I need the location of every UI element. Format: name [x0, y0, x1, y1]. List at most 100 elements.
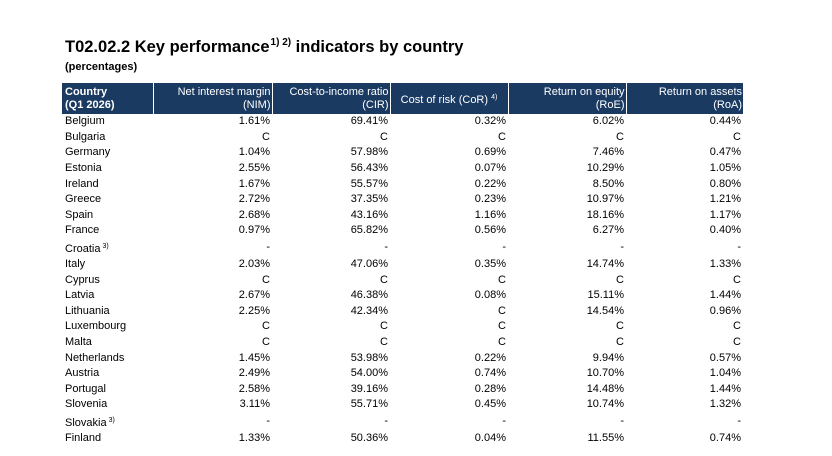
roe-cell: C: [616, 336, 624, 349]
cor-cell: 0.07%: [474, 162, 506, 175]
cor-cell: 0.22%: [474, 177, 506, 190]
table-row: Finland 1.33% 50.36% 0.04% 11.55% 0.74%: [62, 431, 743, 447]
cor-cell: C: [498, 304, 506, 317]
country-name: France: [65, 224, 100, 237]
table-header: Country (Q1 2026) Net interest margin (N…: [62, 83, 743, 114]
country-name: Austria: [65, 367, 100, 380]
cir-cell: -: [384, 415, 388, 428]
roe-cell: 15.11%: [587, 289, 625, 302]
nim-cell: 2.68%: [238, 208, 270, 221]
country-name: Luxembourg: [65, 320, 127, 333]
country-cell: Portugal: [62, 382, 153, 398]
country-cell: Greece: [62, 192, 153, 208]
roa-cell: -: [737, 415, 741, 428]
table-row: Cyprus C C C C C: [62, 272, 743, 288]
roa-cell: 1.44%: [709, 289, 741, 302]
country-name: Greece: [65, 193, 102, 206]
cir-header-line1: Cost-to-income ratio: [289, 85, 389, 98]
nim-cell: 2.03%: [238, 258, 270, 271]
nim-cell: 1.67%: [238, 177, 270, 190]
roe-cell: 10.70%: [586, 367, 624, 380]
country-cell: Malta: [62, 335, 153, 351]
table-row: Malta C C C C C: [62, 335, 743, 351]
cor-cell: C: [498, 273, 506, 286]
roa-cell: 1.05%: [709, 162, 741, 175]
country-name: Spain: [65, 208, 94, 221]
country-name: Croatia: [65, 242, 101, 255]
nim-cell: -: [266, 415, 270, 428]
roa-cell: 0.74%: [709, 431, 741, 444]
cir-cell: 55.71%: [350, 398, 388, 411]
nim-cell: 2.67%: [238, 289, 270, 302]
roa-cell: 1.17%: [709, 208, 741, 221]
country-name: Germany: [65, 146, 111, 159]
roe-cell: 7.46%: [592, 146, 624, 159]
table-row: France 0.97% 65.82% 0.56% 6.27% 0.40%: [62, 223, 743, 239]
country-cell: Ireland: [62, 176, 153, 192]
country-name: Lithuania: [65, 304, 110, 317]
roe-column-header: Return on equity (RoE): [507, 83, 626, 114]
cir-header-line2: (CIR): [362, 98, 389, 111]
cir-cell: 57.98%: [350, 146, 388, 159]
cor-cell: 0.69%: [474, 146, 506, 159]
title-footnote-ref: 1) 2): [270, 37, 292, 48]
roa-cell: 1.32%: [709, 398, 741, 411]
cir-cell: -: [384, 241, 388, 254]
country-cell: Estonia: [62, 161, 153, 177]
kpi-table: Country (Q1 2026) Net interest margin (N…: [62, 83, 743, 446]
cir-cell: 69.41%: [350, 115, 388, 128]
page-title: T02.02.2 Key performance1) 2) indicators…: [65, 37, 463, 57]
roe-cell: C: [616, 273, 624, 286]
cir-cell: 56.43%: [350, 162, 388, 175]
roa-cell: 0.40%: [709, 224, 741, 237]
table-row: Austria 2.49% 54.00% 0.74% 10.70% 1.04%: [62, 366, 743, 382]
cor-cell: -: [502, 241, 506, 254]
header-row: Country (Q1 2026) Net interest margin (N…: [62, 83, 743, 114]
cor-cell: -: [502, 415, 506, 428]
roe-cell: 6.02%: [592, 115, 624, 128]
country-footnote-ref: 3): [108, 416, 115, 424]
nim-cell: 1.33%: [238, 431, 270, 444]
country-cell: France: [62, 223, 153, 239]
cor-cell: 0.08%: [474, 289, 506, 302]
country-name: Netherlands: [65, 351, 125, 364]
cor-cell: 0.04%: [474, 431, 506, 444]
nim-cell: C: [262, 273, 270, 286]
cor-cell: 0.56%: [474, 224, 506, 237]
roa-header-line2: (RoA): [713, 98, 742, 111]
country-name: Estonia: [65, 162, 102, 175]
cir-cell: C: [380, 273, 388, 286]
country-cell: Luxembourg: [62, 319, 153, 335]
country-header-line2: (Q1 2026): [65, 98, 115, 111]
country-cell: Cyprus: [62, 272, 153, 288]
cor-cell: 1.16%: [474, 208, 506, 221]
country-cell: Netherlands: [62, 350, 153, 366]
table-row: Slovakia 3) - - - - -: [62, 413, 743, 431]
cir-cell: 54.00%: [350, 367, 388, 380]
cor-cell: 0.35%: [474, 258, 506, 271]
roa-cell: C: [733, 130, 741, 143]
cir-column-header: Cost-to-income ratio (CIR): [271, 83, 390, 114]
country-name: Slovakia: [65, 416, 107, 429]
cir-cell: 55.57%: [350, 177, 388, 190]
country-name: Finland: [65, 431, 102, 444]
nim-cell: 1.61%: [238, 115, 270, 128]
table-body: Belgium 1.61% 69.41% 0.32% 6.02% 0.44% Bulgari…: [62, 114, 743, 446]
cir-cell: 53.98%: [350, 351, 388, 364]
nim-cell: C: [262, 130, 270, 143]
nim-cell: 2.58%: [238, 382, 270, 395]
nim-cell: 1.04%: [238, 146, 270, 159]
nim-cell: C: [262, 320, 270, 333]
table-row: Italy 2.03% 47.06% 0.35% 14.74% 1.33%: [62, 257, 743, 273]
roe-cell: -: [620, 415, 624, 428]
nim-cell: 1.45%: [238, 351, 270, 364]
table-row: Ireland 1.67% 55.57% 0.22% 8.50% 0.80%: [62, 176, 743, 192]
country-cell: Croatia 3): [62, 239, 153, 257]
roa-column-header: Return on assets (RoA): [625, 83, 743, 114]
cor-cell: 0.28%: [474, 382, 506, 395]
cor-cell: 0.45%: [474, 398, 506, 411]
roa-cell: 0.80%: [709, 177, 741, 190]
table-row: Luxembourg C C C C C: [62, 319, 743, 335]
country-cell: Bulgaria: [62, 130, 153, 146]
nim-cell: 2.25%: [238, 304, 270, 317]
